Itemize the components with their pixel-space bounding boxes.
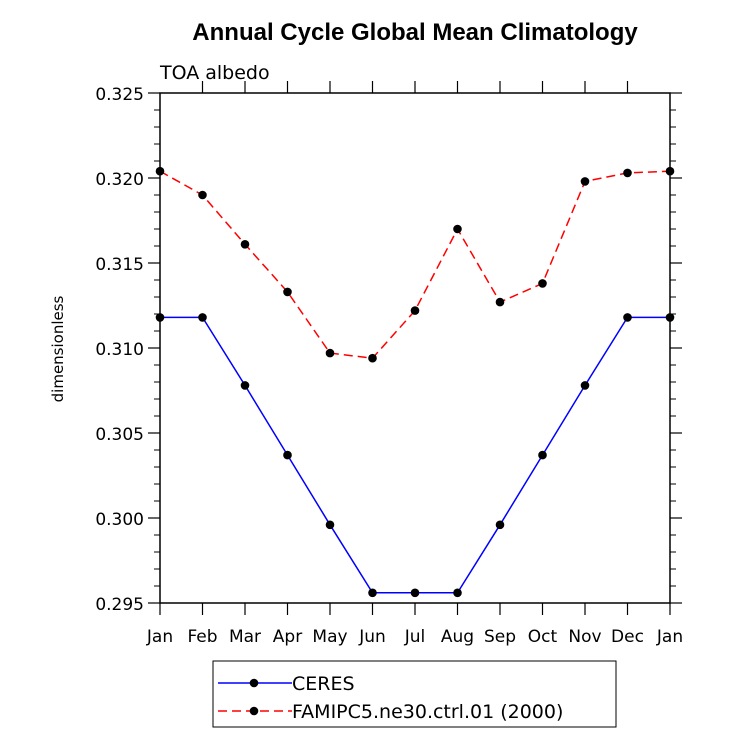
data-point: [325, 348, 335, 358]
x-tick-label: Sep: [484, 627, 516, 647]
x-tick-label: Dec: [611, 627, 644, 647]
legend-marker: [249, 678, 259, 688]
data-point: [198, 313, 207, 322]
chart-subtitle: TOA albedo: [159, 62, 270, 84]
data-point: [368, 353, 377, 363]
legend-label: FAMIPC5.ne30.ctrl.01 (2000): [292, 701, 563, 723]
data-point: [410, 588, 420, 598]
legend-label: CERES: [292, 673, 355, 695]
series-layer: [155, 166, 675, 598]
data-point: [453, 224, 462, 234]
plot-frame: [159, 92, 671, 604]
data-point: [580, 177, 590, 186]
data-point: [538, 450, 547, 460]
data-point: [283, 450, 292, 460]
data-point: [283, 287, 292, 297]
data-point: [368, 588, 377, 598]
series-line-0: [160, 316, 670, 594]
x-tick-label: May: [312, 627, 347, 647]
x-tick-label: Nov: [568, 627, 601, 647]
axis-ticks: 0.295 0.300 0.305 0.310 0.315 0.320 0.325 Jan Fe…: [95, 81, 683, 647]
legend: CERES FAMIPC5.ne30.ctrl.01 (2000): [212, 660, 617, 728]
data-point: [155, 166, 165, 176]
series-line-1: [159, 170, 671, 359]
data-point: [410, 306, 420, 315]
legend-marker: [249, 706, 259, 716]
data-point: [453, 588, 462, 598]
y-tick-label: 0.310: [95, 340, 144, 360]
y-tick-label: 0.295: [95, 595, 144, 615]
x-tick-label: Aug: [441, 627, 474, 647]
data-point: [623, 168, 632, 178]
x-tick-label: Jul: [404, 627, 426, 647]
x-tick-label: Jan: [656, 627, 683, 647]
y-tick-label: 0.320: [95, 170, 144, 190]
chart-title: Annual Cycle Global Mean Climatology: [192, 19, 638, 46]
data-point: [495, 297, 505, 307]
x-tick-label: Mar: [229, 627, 261, 647]
y-axis-label: dimensionless: [49, 295, 67, 402]
x-tick-label: Jan: [146, 627, 173, 647]
x-tick-label: Apr: [273, 627, 302, 647]
y-tick-label: 0.300: [95, 510, 144, 530]
data-point: [240, 381, 250, 390]
data-point: [240, 240, 250, 249]
x-tick-label: Jun: [358, 627, 386, 647]
data-point: [155, 313, 165, 322]
y-tick-label: 0.315: [95, 255, 144, 275]
data-point: [665, 313, 675, 322]
data-point: [623, 313, 632, 322]
data-point: [665, 166, 675, 176]
data-point: [325, 520, 335, 530]
y-tick-label: 0.325: [95, 85, 144, 105]
data-point: [538, 279, 547, 288]
x-tick-label: Oct: [528, 627, 558, 647]
data-point: [580, 381, 590, 390]
legend-box: [212, 660, 617, 728]
x-tick-label: Feb: [187, 627, 217, 647]
data-point: [495, 520, 505, 530]
y-tick-label: 0.305: [95, 425, 144, 445]
data-point: [198, 190, 207, 200]
